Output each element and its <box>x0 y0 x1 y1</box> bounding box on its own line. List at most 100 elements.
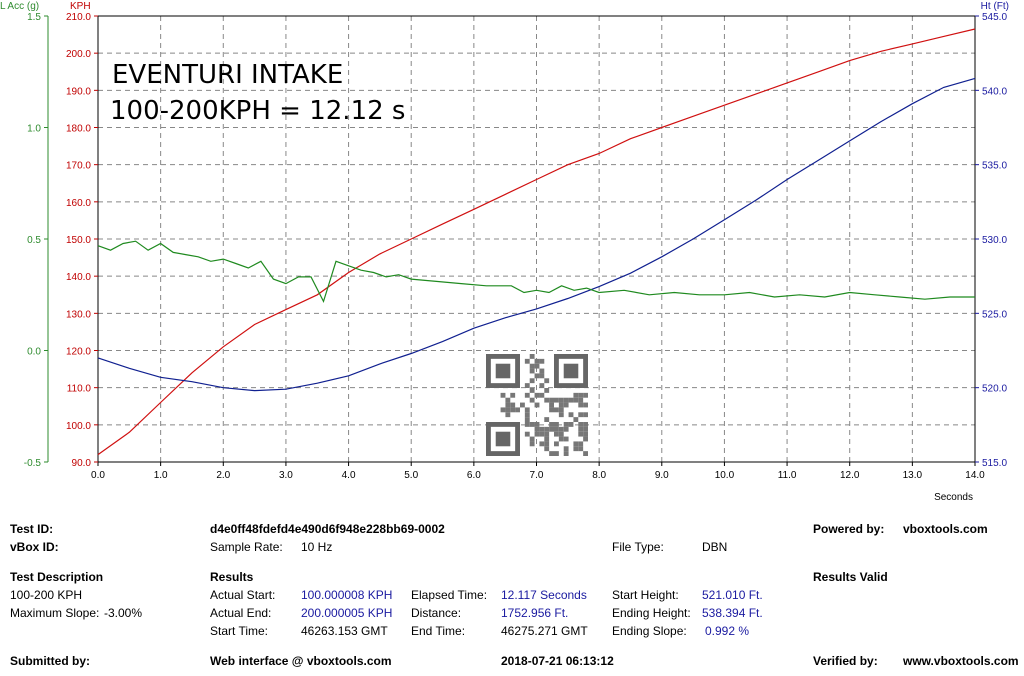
start-time-value: 46263.153 GMT <box>301 624 388 638</box>
qr-module <box>578 402 584 408</box>
web-interface-link[interactable]: Web interface @ vboxtools.com <box>210 654 392 668</box>
qr-module <box>578 441 584 447</box>
qr-module <box>524 412 530 418</box>
ending-height-value: 538.394 Ft. <box>702 606 763 620</box>
qr-module <box>529 363 535 369</box>
chart-axes: 0.0 1.0 2.0 3.0 4.0 5.0 6.0 7.0 8.0 9.0 10.0 11.0 12… <box>0 1 1009 481</box>
qr-module <box>549 407 554 413</box>
qr-module <box>544 441 550 447</box>
qr-module <box>544 426 550 432</box>
qr-module <box>524 358 530 364</box>
qr-module <box>578 392 584 398</box>
series-line-lacc <box>97 240 975 303</box>
qr-module <box>544 431 550 437</box>
qr-module <box>554 431 559 437</box>
qr-module <box>529 441 535 447</box>
qr-module <box>578 426 584 432</box>
kph-tick-label: 180.0 <box>66 124 91 135</box>
x-tick-label: 3.0 <box>279 470 293 481</box>
sample-rate-label: Sample Rate: <box>210 540 283 554</box>
qr-module <box>539 441 545 447</box>
qr-module <box>558 426 564 432</box>
actual-start-value: 100.000008 KPH <box>301 588 393 602</box>
kph-tick-label: 120.0 <box>66 347 91 358</box>
chart-grid <box>98 16 975 462</box>
qr-module <box>563 426 569 432</box>
qr-module <box>563 402 569 408</box>
ending-slope-label: Ending Slope: <box>612 624 687 638</box>
start-height-label: Start Height: <box>612 588 679 602</box>
verified-by-link[interactable]: www.vboxtools.com <box>903 654 1019 668</box>
qr-module <box>583 402 588 408</box>
kph-tick-label: 110.0 <box>67 384 92 395</box>
lacc-axis-label: L Acc (g) <box>0 1 39 12</box>
qr-module <box>505 407 511 413</box>
chart: 0.0 1.0 2.0 3.0 4.0 5.0 6.0 7.0 8.0 9.0 10.0 11.0 12… <box>0 1 1009 503</box>
distance-value: 1752.956 Ft. <box>501 606 569 620</box>
chart-subtitle: 100-200KPH = 12.12 s <box>110 96 405 126</box>
qr-module <box>524 407 530 413</box>
elapsed-time-value: 12.117 Seconds <box>501 588 587 602</box>
qr-module <box>510 407 516 413</box>
qr-module <box>558 407 564 413</box>
x-tick-label: 1.0 <box>154 470 168 481</box>
ht-tick-label: 540.0 <box>982 86 1007 97</box>
qr-module <box>524 392 530 398</box>
x-tick-label: 0.0 <box>91 470 105 481</box>
verified-by-label: Verified by: <box>813 654 878 668</box>
qr-module <box>558 436 564 442</box>
qr-module <box>534 422 540 427</box>
qr-module <box>544 417 550 422</box>
qr-module <box>539 373 545 379</box>
qr-module <box>583 431 588 437</box>
qr-module <box>554 426 559 432</box>
qr-module <box>534 402 540 408</box>
qr-module <box>568 422 574 427</box>
qr-module <box>554 422 559 427</box>
qr-module <box>500 407 506 413</box>
kph-axis-label: KPH <box>70 1 91 12</box>
qr-module <box>529 354 535 359</box>
qr-code <box>486 354 588 456</box>
qr-module <box>563 446 569 452</box>
start-time-label: Start Time: <box>210 624 269 638</box>
qr-module <box>568 397 574 403</box>
x-axis-title: Seconds <box>934 492 973 503</box>
qr-module <box>563 436 569 442</box>
ht-axis-label: Ht (Ft) <box>981 1 1009 12</box>
chart-title: EVENTURI INTAKE <box>112 60 343 90</box>
file-type-label: File Type: <box>612 540 664 554</box>
ht-tick-label: 520.0 <box>982 384 1007 395</box>
qr-module <box>549 402 554 408</box>
max-slope-label: Maximum Slope: <box>10 606 100 620</box>
lacc-tick-label: 1.0 <box>27 124 41 135</box>
qr-module <box>554 397 559 403</box>
qr-module <box>539 368 545 374</box>
qr-module <box>583 392 588 398</box>
qr-module <box>534 392 540 398</box>
kph-tick-label: 140.0 <box>66 272 91 283</box>
qr-module <box>544 397 550 403</box>
qr-module <box>573 392 579 398</box>
x-tick-label: 13.0 <box>903 470 923 481</box>
qr-module <box>505 402 511 408</box>
qr-module <box>573 446 579 452</box>
powered-by-value[interactable]: vboxtools.com <box>903 522 988 536</box>
max-slope-value: -3.00% <box>104 606 143 620</box>
ht-tick-label: 515.0 <box>982 458 1007 469</box>
qr-module <box>534 373 540 379</box>
qr-module <box>563 422 569 427</box>
kph-tick-label: 170.0 <box>66 161 91 172</box>
results-valid-label: Results Valid <box>813 570 888 584</box>
qr-module <box>549 397 554 403</box>
qr-module <box>539 358 545 364</box>
ht-tick-label: 535.0 <box>982 161 1007 172</box>
x-tick-label: 8.0 <box>592 470 606 481</box>
qr-finder-core <box>563 363 579 379</box>
qr-module <box>554 407 559 413</box>
qr-module <box>539 383 545 388</box>
qr-module <box>529 378 535 384</box>
qr-module <box>524 422 530 427</box>
qr-module <box>520 402 525 408</box>
qr-module <box>583 436 588 442</box>
